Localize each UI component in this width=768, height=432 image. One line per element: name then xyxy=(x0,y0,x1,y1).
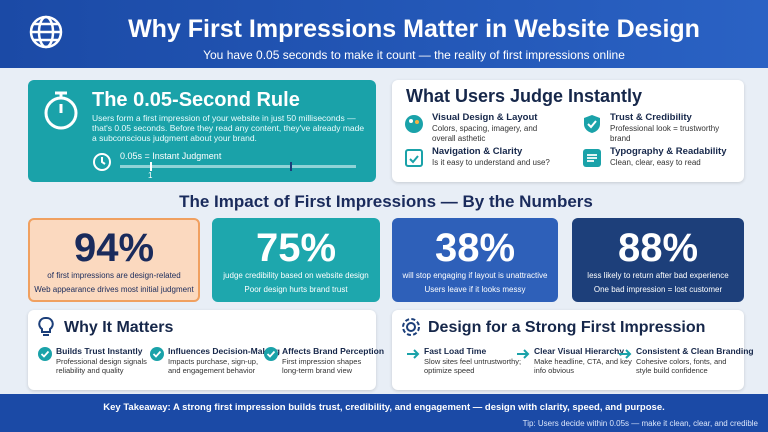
item-title: Visual Design & Layout xyxy=(432,112,538,123)
item-text: Cohesive colors, fonts, and style build … xyxy=(636,357,727,375)
item-title: Typography & Readability xyxy=(610,146,727,157)
globe-icon xyxy=(29,15,63,49)
timeline-tick: 1 xyxy=(148,171,153,180)
why-title: Why It Matters xyxy=(64,319,174,336)
item-icon xyxy=(619,349,632,359)
item-icon xyxy=(38,347,52,361)
stat-note: One bad impression = lost customer xyxy=(593,285,723,294)
stat-card xyxy=(572,218,744,302)
numbers-heading: The Impact of First Impressions — By the… xyxy=(179,192,593,211)
item-text: Is it easy to understand and use? xyxy=(432,158,550,167)
item-title: Consistent & Clean Branding xyxy=(636,346,754,356)
item-text: Make headline, CTA, and key info obvious xyxy=(534,357,632,375)
stopwatch-icon xyxy=(44,91,78,130)
page-subtitle: You have 0.05 seconds to make it count —… xyxy=(203,48,625,62)
item-text: Slow sites feel untrustworthy; optimize … xyxy=(424,357,522,375)
stat-number: 94% xyxy=(73,226,155,270)
gear-icon xyxy=(402,318,420,336)
rule-title: The 0.05-Second Rule xyxy=(92,89,300,111)
design-card xyxy=(392,310,744,390)
rule-body: Users form a first impression of your we… xyxy=(92,113,365,144)
timeline-marker xyxy=(150,162,152,171)
item-title: Fast Load Time xyxy=(424,346,487,356)
takeaway: Key Takeaway: A strong first impression … xyxy=(103,402,665,413)
item-title: Navigation & Clarity xyxy=(432,146,523,157)
item-icon xyxy=(583,149,601,167)
item-icon xyxy=(264,347,278,361)
item-title: Influences Decision-Making xyxy=(168,346,280,356)
timeline-label: 0.05s = Instant Judgment xyxy=(120,151,222,161)
stat-note: Users leave if it looks messy xyxy=(424,285,526,294)
stat-text: judge credibility based on website desig… xyxy=(223,271,369,280)
judge-title: What Users Judge Instantly xyxy=(406,86,643,106)
clock-icon xyxy=(93,153,111,171)
stat-number: 88% xyxy=(617,226,699,270)
item-text: Professional look = trustworthy brand xyxy=(610,124,720,143)
item-text: Impacts purchase, sign-up, and engagemen… xyxy=(168,357,259,375)
item-title: Clear Visual Hierarchy xyxy=(534,346,625,356)
page-title: Why First Impressions Matter in Website … xyxy=(128,15,700,43)
tip: Tip: Users decide within 0.05s — make it… xyxy=(522,419,758,428)
stat-card xyxy=(392,218,558,302)
item-icon xyxy=(517,349,530,359)
item-icon xyxy=(407,349,420,359)
why-card xyxy=(28,310,376,390)
footer-band xyxy=(0,394,768,432)
stat-text: less likely to return after bad experien… xyxy=(587,271,729,280)
stat-note: Web appearance drives most initial judgm… xyxy=(34,285,194,294)
stat-number: 38% xyxy=(434,226,516,270)
item-text: Professional design signals reliability … xyxy=(56,357,147,375)
stat-card xyxy=(28,218,200,302)
stat-number: 75% xyxy=(255,226,337,270)
item-text: First impression shapes long-term brand … xyxy=(282,357,362,375)
item-title: Builds Trust Instantly xyxy=(56,346,143,356)
timeline-bar xyxy=(120,165,356,168)
stat-card xyxy=(212,218,380,302)
item-title: Trust & Credibility xyxy=(610,112,692,123)
item-icon xyxy=(584,115,600,133)
item-icon xyxy=(405,149,423,167)
stat-text: will stop engaging if layout is unattrac… xyxy=(402,271,548,280)
stat-note: Poor design hurts brand trust xyxy=(244,285,348,294)
item-icon xyxy=(150,347,164,361)
design-title: Design for a Strong First Impression xyxy=(428,319,706,336)
item-text: Clean, clear, easy to read xyxy=(610,158,701,167)
judge-card xyxy=(392,80,744,182)
header-band xyxy=(0,0,768,68)
timeline-marker xyxy=(290,162,292,171)
item-text: Colors, spacing, imagery, and overall as… xyxy=(432,124,538,143)
item-icon xyxy=(405,115,423,133)
item-title: Affects Brand Perception xyxy=(282,346,385,356)
bulb-icon xyxy=(38,316,54,336)
stat-text: of first impressions are design-related xyxy=(47,271,181,280)
